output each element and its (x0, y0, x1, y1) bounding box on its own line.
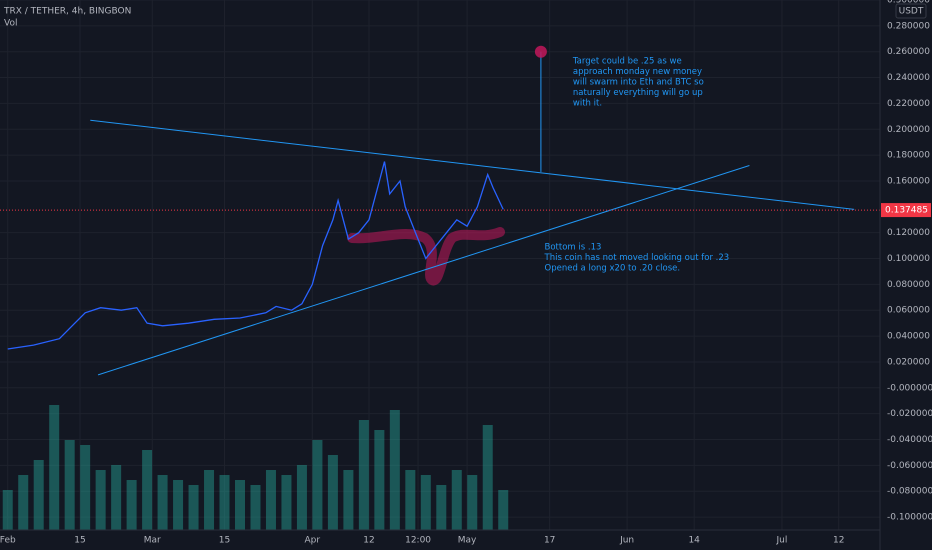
volume-bar (436, 485, 447, 530)
volume-bar (204, 470, 215, 530)
y-tick-label: 0.180000 (887, 151, 930, 161)
volume-bar (358, 420, 369, 530)
annotation: Target could be .25 as we (572, 56, 682, 66)
x-tick-label: 12 (833, 536, 844, 546)
volume-bar (312, 440, 323, 530)
x-tick-label: Mar (144, 536, 161, 546)
volume-bar (80, 445, 91, 530)
x-tick-label: Jun (619, 536, 634, 546)
currency[interactable]: USDT (899, 7, 924, 17)
price-line (7, 161, 504, 350)
volume-bar (451, 470, 462, 530)
y-tick-label: -0.020000 (887, 409, 932, 419)
last-price-box (881, 203, 931, 218)
y-tick-label: 0.240000 (887, 73, 930, 83)
annotation: naturally everything will go up (573, 88, 703, 98)
volume-bar (142, 450, 153, 530)
volume-bar (250, 485, 261, 530)
volume-bar (296, 465, 307, 530)
volume-bar (281, 475, 292, 530)
last-price-label: 0.137485 (885, 206, 928, 216)
y-tick-label: 0.300000 (887, 0, 930, 6)
volume-bar (49, 405, 60, 530)
y-tick-label: 0.120000 (887, 228, 930, 238)
y-tick-label: -0.080000 (887, 487, 932, 497)
x-tick-label: 12:00 (405, 536, 431, 546)
y-tick-label: -0.000000 (887, 383, 932, 393)
x-tick-label: 14 (688, 536, 700, 546)
y-tick-label: 0.100000 (887, 254, 930, 264)
currency-box[interactable] (895, 3, 927, 19)
annotation: Opened a long x20 to .20 close. (545, 263, 681, 273)
volume-label: Vol (4, 19, 17, 29)
volume-bar (33, 460, 44, 530)
trendline (97, 164, 750, 376)
annotation: will swarm into Eth and BTC so (573, 77, 704, 87)
y-tick-label: 0.260000 (887, 47, 930, 57)
volume-bar (157, 475, 168, 530)
highlight-brush (347, 227, 505, 286)
y-tick-label: -0.060000 (887, 461, 932, 471)
annotation: approach monday new money (573, 67, 702, 77)
volume-bar (64, 440, 75, 530)
x-tick-label: 15 (219, 536, 230, 546)
volume-bar (235, 480, 245, 530)
y-tick-label: 0.160000 (887, 176, 930, 186)
plot (0, 45, 880, 530)
annotation: This coin has not moved looking out for … (544, 253, 730, 263)
volume-bar (327, 455, 338, 530)
y-tick-label: 0.280000 (887, 21, 930, 31)
y-tick-label: 0.020000 (887, 357, 930, 367)
volume-bar (343, 470, 354, 530)
y-tick-label: 0.080000 (887, 280, 930, 290)
volume-bar (482, 425, 493, 530)
y-tick-label: 0.060000 (887, 306, 930, 316)
volume-bar (389, 410, 400, 530)
volume-bar (173, 480, 184, 530)
volume-bar (219, 475, 230, 530)
y-tick-label: 0.040000 (887, 332, 930, 342)
y-tick-label: 0.200000 (887, 125, 930, 135)
annotation: with it. (573, 98, 602, 108)
x-tick-label: Apr (304, 536, 320, 546)
volume-bar (467, 475, 478, 530)
x-tick-label: 17 (544, 536, 555, 546)
volume-bar (405, 470, 416, 530)
volume-bar (95, 470, 106, 530)
volume-bar (111, 465, 122, 530)
trendline (90, 119, 855, 210)
volume-bar (2, 490, 13, 530)
x-tick-label: 12 (363, 536, 374, 546)
volume-bar (18, 475, 29, 530)
target-marker (534, 45, 547, 58)
x-tick-label: Jul (776, 536, 788, 546)
y-tick-label: -0.100000 (887, 513, 932, 523)
volume-bar (265, 470, 276, 530)
x-tick-label: 15 (74, 536, 85, 546)
volume-bar (188, 485, 199, 530)
x-tick-label: Feb (0, 536, 16, 546)
chart-title: TRX / TETHER, 4h, BINGBON (3, 7, 131, 17)
volume-bar (374, 430, 385, 530)
y-tick-label: 0.220000 (887, 99, 930, 109)
annotation: Bottom is .13 (545, 242, 602, 252)
x-tick-label: May (458, 536, 477, 546)
volume-bar (498, 490, 509, 530)
volume-bar (420, 475, 431, 530)
grid (0, 0, 880, 530)
y-tick-label: -0.040000 (887, 435, 932, 445)
volume-bar (126, 480, 137, 530)
